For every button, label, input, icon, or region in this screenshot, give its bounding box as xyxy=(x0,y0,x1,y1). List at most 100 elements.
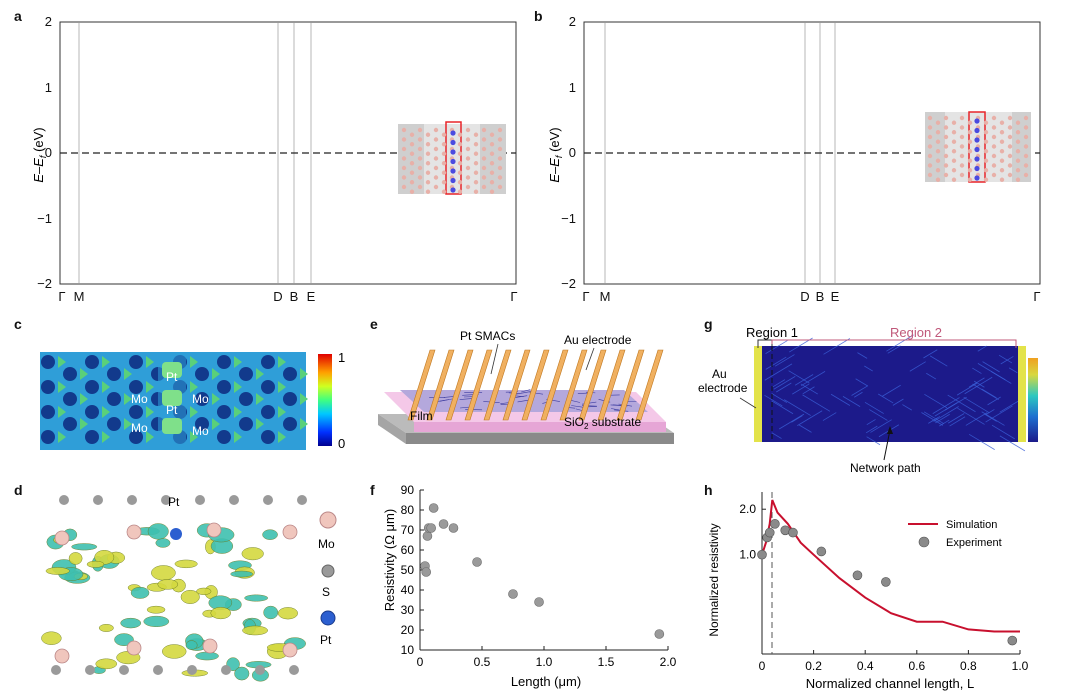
density-lobe xyxy=(41,631,62,645)
s-atom xyxy=(153,665,163,675)
map-spot xyxy=(41,430,55,444)
inset-pt-atom xyxy=(974,137,980,143)
network-segment xyxy=(870,419,892,433)
label-substrate: SiO2 substrate xyxy=(564,415,641,431)
network-segment xyxy=(797,410,823,426)
density-lobe xyxy=(155,538,171,548)
inset-atom xyxy=(497,184,503,190)
inset-atom xyxy=(409,170,415,175)
map-lobe xyxy=(278,431,286,443)
network-segment xyxy=(949,416,966,427)
mo-atom xyxy=(282,524,298,540)
map-spot xyxy=(239,417,253,431)
inset-atom xyxy=(1015,139,1021,144)
au-electrode-left xyxy=(754,346,762,442)
map-spot xyxy=(283,417,297,431)
network-segment xyxy=(977,345,987,352)
network-segment xyxy=(972,367,982,374)
mo-atom xyxy=(202,638,218,654)
inset-pt-atom xyxy=(974,118,980,124)
f-xtick-label: 0 xyxy=(417,655,424,669)
density-lobe xyxy=(242,625,268,636)
network-segment xyxy=(947,413,965,424)
label-pt-smacs: Pt SMACs xyxy=(460,329,515,343)
network-segment xyxy=(1008,367,1018,374)
map-lobe xyxy=(124,418,132,430)
inset-atom xyxy=(959,134,965,140)
density-lobe xyxy=(86,560,105,568)
map-spot xyxy=(283,367,297,381)
f-xtick-label: 2.0 xyxy=(660,655,677,669)
inset-atom xyxy=(991,115,997,121)
inset-atom xyxy=(481,156,487,161)
density-lobe xyxy=(45,567,70,575)
inset-atom xyxy=(401,156,407,161)
ytick-a-m1: −1 xyxy=(37,211,52,226)
structure-inset-a xyxy=(398,121,506,195)
inset-pt-atom xyxy=(450,177,456,184)
label-au-line1: Au xyxy=(712,367,727,381)
xtick-b-e: E xyxy=(831,289,840,304)
inset-atom xyxy=(951,158,957,163)
inset-atom xyxy=(935,139,941,144)
inset-atom xyxy=(497,156,503,161)
network-segment xyxy=(981,388,997,399)
f-data-point xyxy=(421,567,432,577)
inset-atom xyxy=(417,165,423,171)
inset-atom xyxy=(473,151,479,156)
network-segment xyxy=(778,413,805,430)
inset-atom xyxy=(1007,163,1013,168)
map-lobe xyxy=(146,406,154,418)
inset-atom xyxy=(991,163,997,168)
inset-atom xyxy=(991,172,997,178)
label-au-line2: electrode xyxy=(698,381,748,395)
map-spot xyxy=(239,367,253,381)
inset-atom xyxy=(465,137,471,142)
panel-label-d: d xyxy=(14,482,23,498)
inset-atom xyxy=(425,180,431,185)
inset-atom xyxy=(401,127,407,133)
inset-atom xyxy=(959,172,965,178)
charge-difference-d: Pt Mo S Pt xyxy=(41,495,337,682)
inset-atom xyxy=(433,146,439,152)
h-experiment-point xyxy=(881,577,891,587)
inset-atom xyxy=(927,125,933,130)
s-atom xyxy=(263,495,273,505)
inset-atom xyxy=(991,153,997,159)
f-xtick-label: 1.0 xyxy=(536,655,553,669)
legend-pt: Pt xyxy=(320,633,332,647)
h-experiment-point xyxy=(764,527,775,538)
inset-atom xyxy=(983,149,989,154)
xtick-a-m: M xyxy=(74,289,85,304)
inset-atom xyxy=(959,144,965,149)
network-segment xyxy=(963,396,990,414)
inset-atom xyxy=(465,175,471,180)
s-atom xyxy=(127,495,137,505)
h-experiment-point xyxy=(852,570,863,581)
map-lobe xyxy=(58,431,66,443)
inset-atom xyxy=(473,180,479,185)
inset-atom xyxy=(441,151,447,156)
inset-atom xyxy=(409,180,415,185)
inset-atom xyxy=(959,153,965,159)
inset-atom xyxy=(473,170,479,175)
network-simulation-g: Region 1 Region 2 Au electrode Network p… xyxy=(698,325,1038,475)
network-segment xyxy=(982,361,1000,373)
map-lobe xyxy=(212,418,220,430)
inset-atom xyxy=(1007,134,1013,140)
density-lobe xyxy=(130,586,150,599)
network-segment xyxy=(792,383,810,395)
xtick-b-b: B xyxy=(816,289,825,304)
legend-simulation: Simulation xyxy=(946,519,997,531)
network-segment xyxy=(999,435,1026,452)
map-spot xyxy=(41,380,55,394)
inset-atom xyxy=(457,189,463,194)
f-ytick-label: 70 xyxy=(401,523,415,537)
density-lobe xyxy=(277,607,298,620)
xtick-a-gamma1: Γ xyxy=(58,289,65,304)
map-lobe xyxy=(124,368,132,380)
network-segment xyxy=(926,372,937,380)
film-network-segment xyxy=(521,389,531,393)
legend-s: S xyxy=(322,585,330,599)
f-xlabel: Length (μm) xyxy=(511,674,581,689)
